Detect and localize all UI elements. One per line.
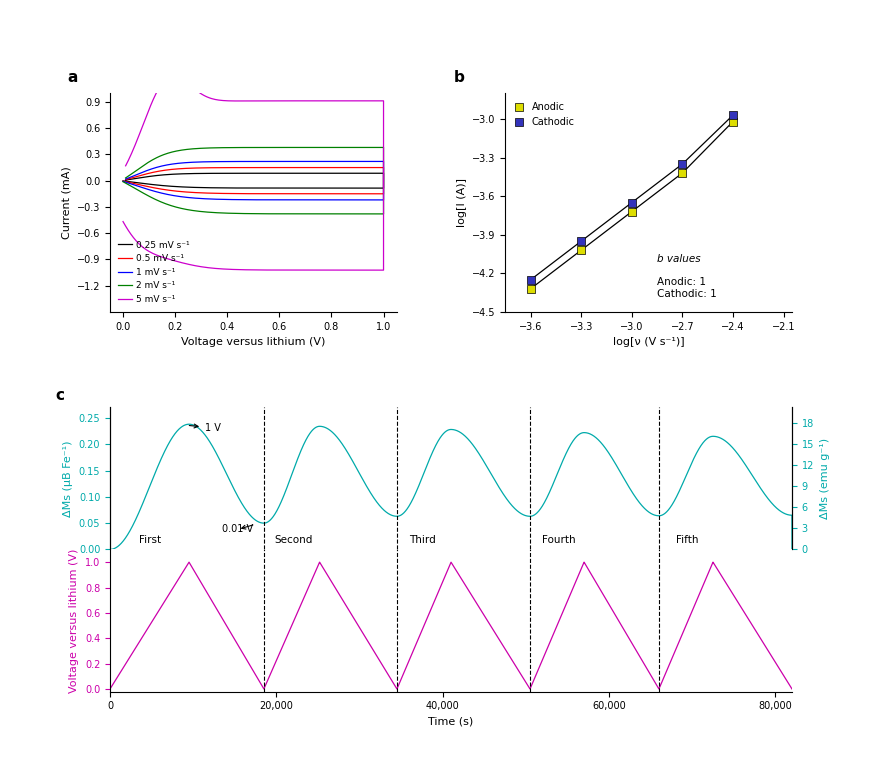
1 mV s⁻¹ bbox=[118, 176, 128, 186]
2 mV s⁻¹ bbox=[245, 209, 255, 218]
5 mV s⁻¹ bbox=[290, 266, 300, 275]
1 mV s⁻¹ bbox=[354, 157, 364, 166]
1 mV s⁻¹ bbox=[253, 157, 264, 166]
Cathodic bbox=[726, 109, 740, 121]
Anodic bbox=[726, 115, 740, 127]
0.25 mV s⁻¹ bbox=[253, 169, 264, 178]
2 mV s⁻¹ bbox=[354, 143, 364, 152]
5 mV s⁻¹ bbox=[169, 71, 180, 80]
2 mV s⁻¹ bbox=[121, 173, 131, 183]
Y-axis label: log[I (A)]: log[I (A)] bbox=[457, 178, 466, 227]
5 mV s⁻¹ bbox=[254, 96, 265, 106]
Cathodic bbox=[575, 235, 589, 247]
1 mV s⁻¹ bbox=[378, 195, 389, 204]
Anodic bbox=[675, 167, 689, 179]
Legend: 0.25 mV s⁻¹, 0.5 mV s⁻¹, 1 mV s⁻¹, 2 mV s⁻¹, 5 mV s⁻¹: 0.25 mV s⁻¹, 0.5 mV s⁻¹, 1 mV s⁻¹, 2 mV … bbox=[114, 237, 194, 308]
Y-axis label: ΔMs (μB Fe⁻¹): ΔMs (μB Fe⁻¹) bbox=[63, 440, 73, 517]
2 mV s⁻¹ bbox=[378, 209, 389, 218]
0.5 mV s⁻¹ bbox=[378, 163, 389, 172]
Text: b: b bbox=[454, 70, 465, 85]
Anodic bbox=[524, 283, 538, 295]
0.25 mV s⁻¹ bbox=[378, 183, 389, 193]
0.25 mV s⁻¹ bbox=[245, 183, 255, 193]
Text: Fifth: Fifth bbox=[676, 535, 698, 545]
Text: Anodic: 1
Cathodic: 1: Anodic: 1 Cathodic: 1 bbox=[657, 277, 717, 298]
Legend: Anodic, Cathodic: Anodic, Cathodic bbox=[510, 98, 578, 131]
Text: c: c bbox=[55, 388, 64, 403]
2 mV s⁻¹ bbox=[290, 209, 300, 218]
5 mV s⁻¹ bbox=[330, 266, 341, 275]
0.5 mV s⁻¹ bbox=[290, 189, 300, 198]
Text: 0.01 V: 0.01 V bbox=[223, 524, 253, 535]
5 mV s⁻¹ bbox=[245, 265, 255, 274]
Line: 0.25 mV s⁻¹: 0.25 mV s⁻¹ bbox=[123, 173, 384, 188]
Y-axis label: ΔMs (emu g⁻¹): ΔMs (emu g⁻¹) bbox=[819, 437, 830, 519]
Text: Second: Second bbox=[275, 535, 313, 545]
0.5 mV s⁻¹ bbox=[354, 163, 364, 172]
Text: b values: b values bbox=[657, 254, 700, 264]
5 mV s⁻¹ bbox=[118, 217, 128, 226]
1 mV s⁻¹ bbox=[330, 195, 341, 204]
Cathodic bbox=[524, 274, 538, 286]
X-axis label: log[ν (V s⁻¹)]: log[ν (V s⁻¹)] bbox=[612, 337, 685, 347]
0.5 mV s⁻¹ bbox=[330, 189, 341, 198]
1 mV s⁻¹ bbox=[121, 174, 131, 183]
Text: First: First bbox=[139, 535, 161, 545]
Y-axis label: Current (mA): Current (mA) bbox=[62, 166, 71, 239]
5 mV s⁻¹ bbox=[213, 96, 224, 105]
Text: Fourth: Fourth bbox=[542, 535, 576, 545]
Line: 2 mV s⁻¹: 2 mV s⁻¹ bbox=[123, 148, 384, 214]
2 mV s⁻¹ bbox=[118, 177, 128, 186]
0.25 mV s⁻¹ bbox=[378, 169, 389, 178]
0.5 mV s⁻¹ bbox=[245, 189, 255, 198]
Anodic bbox=[575, 244, 589, 256]
1 mV s⁻¹ bbox=[212, 157, 223, 166]
1 mV s⁻¹ bbox=[290, 195, 300, 204]
Anodic bbox=[625, 205, 639, 218]
0.25 mV s⁻¹ bbox=[290, 183, 300, 193]
0.25 mV s⁻¹ bbox=[212, 169, 223, 178]
0.25 mV s⁻¹ bbox=[118, 176, 128, 186]
1 mV s⁻¹ bbox=[245, 195, 255, 204]
0.25 mV s⁻¹ bbox=[330, 183, 341, 193]
2 mV s⁻¹ bbox=[212, 143, 223, 152]
0.5 mV s⁻¹ bbox=[118, 176, 128, 186]
Cathodic bbox=[625, 197, 639, 209]
Text: 1 V: 1 V bbox=[189, 423, 221, 433]
5 mV s⁻¹ bbox=[121, 161, 131, 170]
2 mV s⁻¹ bbox=[330, 209, 341, 218]
0.25 mV s⁻¹ bbox=[121, 176, 131, 185]
0.25 mV s⁻¹ bbox=[354, 169, 364, 178]
0.5 mV s⁻¹ bbox=[212, 163, 223, 172]
2 mV s⁻¹ bbox=[253, 143, 264, 152]
Cathodic bbox=[675, 158, 689, 170]
5 mV s⁻¹ bbox=[355, 96, 365, 106]
Line: 5 mV s⁻¹: 5 mV s⁻¹ bbox=[123, 75, 384, 270]
0.5 mV s⁻¹ bbox=[121, 175, 131, 184]
1 mV s⁻¹ bbox=[378, 157, 389, 166]
X-axis label: Time (s): Time (s) bbox=[429, 717, 473, 726]
X-axis label: Voltage versus lithium (V): Voltage versus lithium (V) bbox=[181, 337, 326, 347]
Text: Third: Third bbox=[409, 535, 436, 545]
2 mV s⁻¹ bbox=[378, 143, 389, 152]
Line: 0.5 mV s⁻¹: 0.5 mV s⁻¹ bbox=[123, 168, 384, 193]
5 mV s⁻¹ bbox=[378, 266, 389, 275]
0.5 mV s⁻¹ bbox=[378, 189, 389, 198]
Line: 1 mV s⁻¹: 1 mV s⁻¹ bbox=[123, 162, 384, 200]
Text: a: a bbox=[67, 70, 77, 85]
Y-axis label: Voltage versus lithium (V): Voltage versus lithium (V) bbox=[70, 549, 79, 692]
0.5 mV s⁻¹ bbox=[253, 163, 264, 172]
